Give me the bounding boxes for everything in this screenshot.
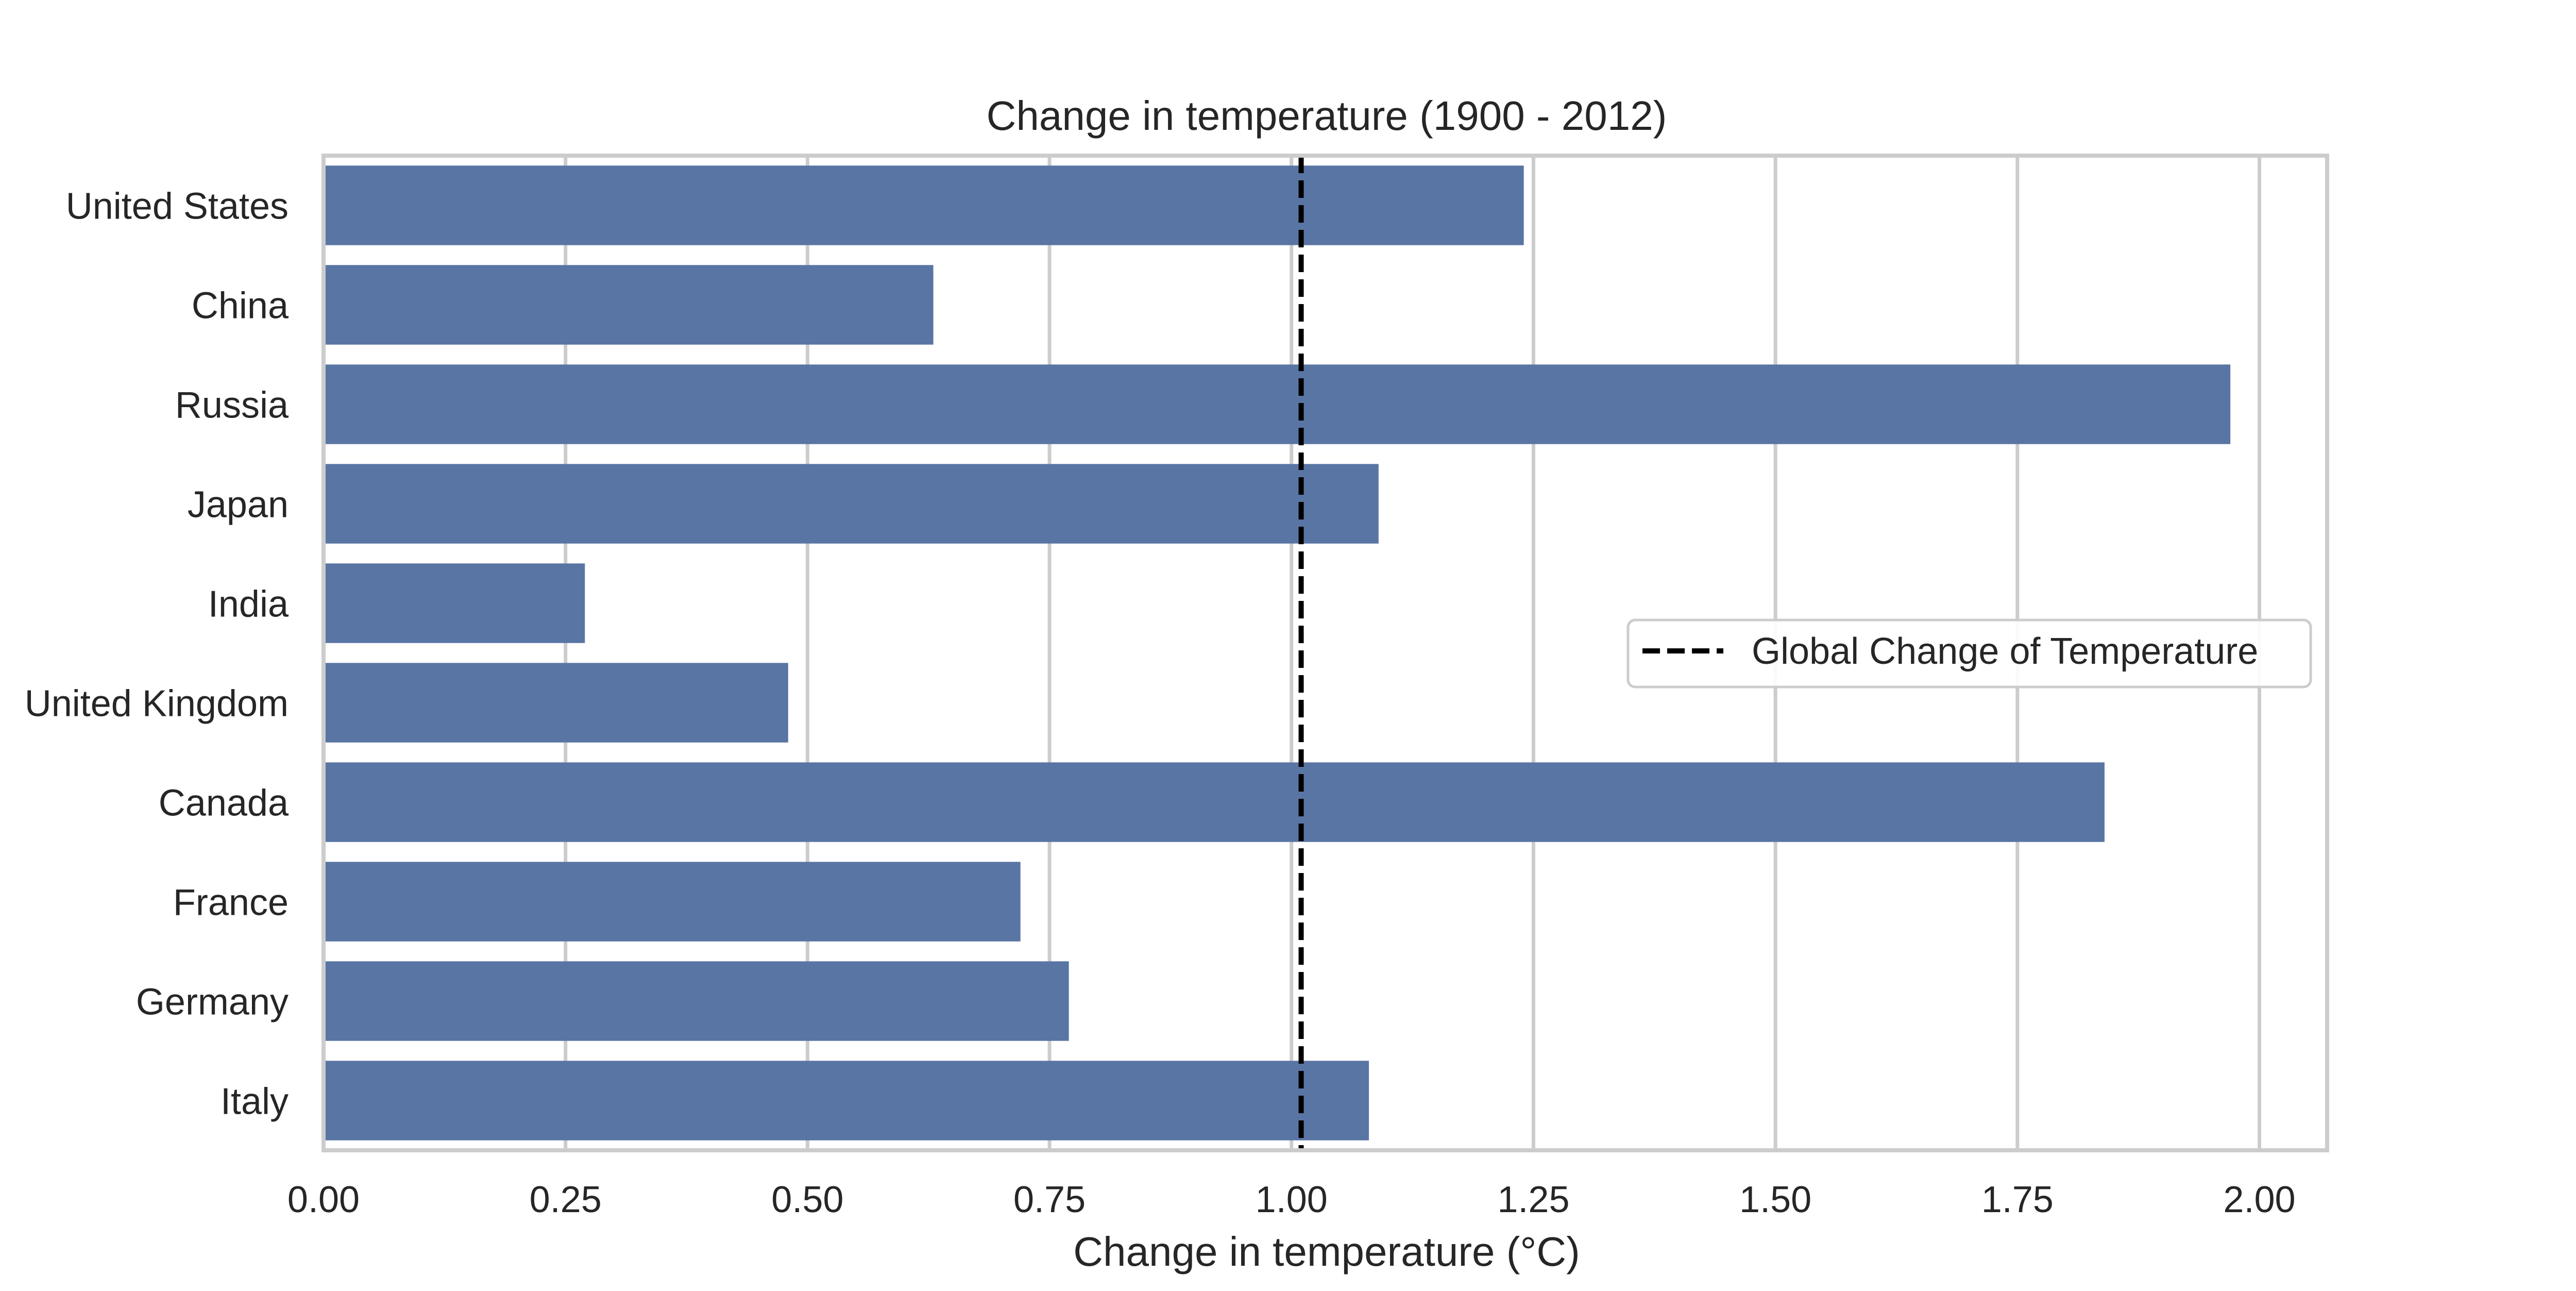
bar <box>324 862 1021 942</box>
bar <box>324 265 934 345</box>
x-tick-label: 1.50 <box>1739 1179 1811 1220</box>
legend-box <box>1626 618 2312 689</box>
legend: Global Change of Temperature <box>1626 618 2312 689</box>
x-tick-label: 0.50 <box>771 1179 843 1220</box>
bar <box>324 563 585 643</box>
y-tick-labels: United States China Russia Japan India United… <box>25 186 289 1122</box>
x-tick-label: 0.25 <box>530 1179 602 1220</box>
plot-frame <box>321 154 2329 1152</box>
x-tick-label: 1.25 <box>1497 1179 1569 1220</box>
bar <box>324 762 2105 842</box>
x-tick-label: 0.00 <box>287 1179 360 1220</box>
y-tick-label: France <box>173 882 289 924</box>
x-tick-label: 1.75 <box>1981 1179 2054 1220</box>
y-tick-label: Russia <box>175 385 289 426</box>
x-tick-label: 0.75 <box>1013 1179 1086 1220</box>
y-tick-label: China <box>192 286 289 327</box>
y-tick-label: United States <box>66 186 289 227</box>
chart-title: Change in temperature (1900 - 2012) <box>987 93 1667 139</box>
x-tick-label: 1.00 <box>1256 1179 1328 1220</box>
bar <box>324 663 788 743</box>
bars-layer <box>324 165 2231 1141</box>
bar <box>324 165 1524 245</box>
y-tick-label: India <box>208 584 289 625</box>
x-tick-label: 2.00 <box>2223 1179 2295 1220</box>
bar <box>324 1061 1369 1141</box>
bar <box>324 961 1069 1041</box>
bar <box>324 464 1379 544</box>
bar <box>324 364 2231 444</box>
x-axis-label: Change in temperature (°C) <box>1073 1229 1580 1275</box>
y-tick-label: Italy <box>221 1081 289 1122</box>
legend-label: Global Change of Temperature <box>1752 631 2258 672</box>
x-tick-labels: 0.00 0.25 0.50 0.75 1.00 1.25 1.50 1.75 2.00 <box>287 1179 2296 1220</box>
y-tick-label: Canada <box>159 783 289 824</box>
y-tick-label: Japan <box>188 484 289 526</box>
y-tick-label: Germany <box>136 982 289 1023</box>
y-tick-label: United Kingdom <box>25 683 289 725</box>
